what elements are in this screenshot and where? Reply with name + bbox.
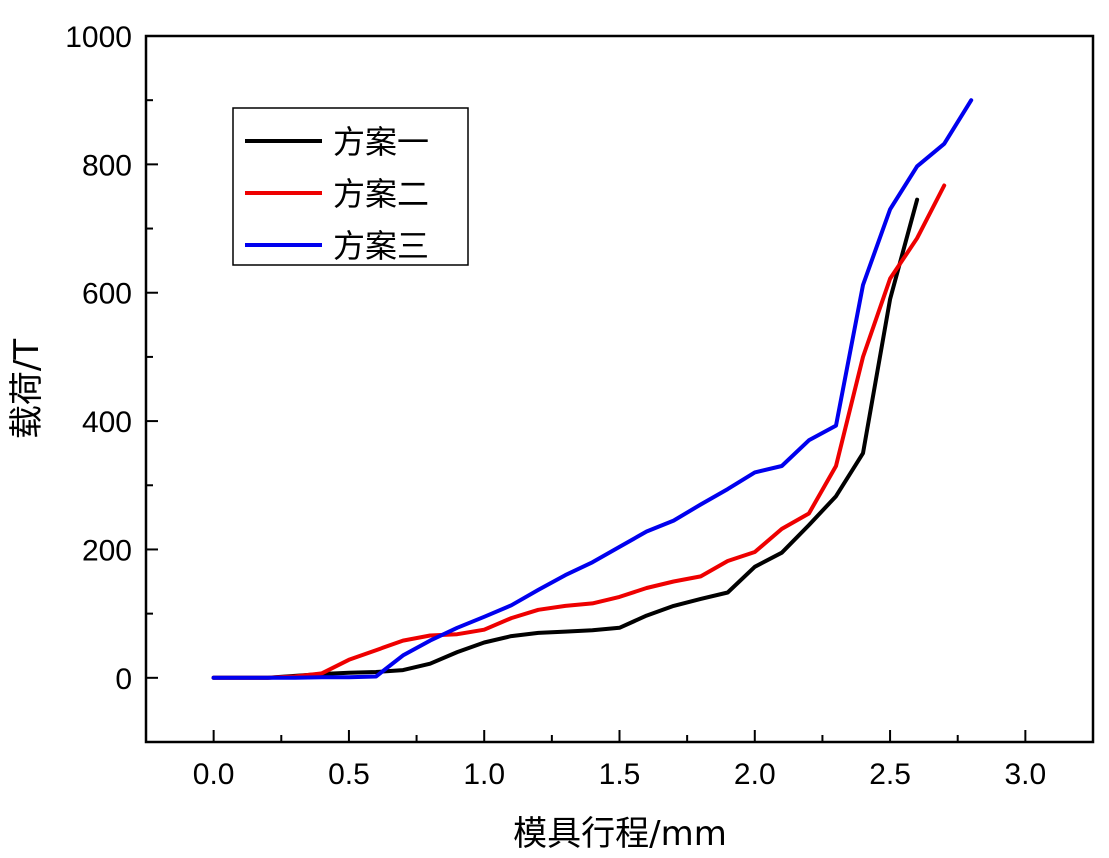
y-tick-label: 800 <box>82 149 132 182</box>
legend-label: 方案二 <box>333 175 429 213</box>
y-tick-label: 600 <box>82 278 132 311</box>
legend-label: 方案一 <box>333 123 429 161</box>
x-tick-label: 0.5 <box>328 758 370 791</box>
y-tick-label: 1000 <box>65 21 132 54</box>
x-tick-label: 0.0 <box>193 758 235 791</box>
x-tick-label: 2.5 <box>869 758 911 791</box>
x-tick-label: 1.0 <box>463 758 505 791</box>
series-line-1 <box>211 197 920 680</box>
legend-label: 方案三 <box>333 227 429 265</box>
x-tick-label: 2.0 <box>734 758 776 791</box>
x-axis-title: 模具行程/mm <box>513 814 727 854</box>
series-line-3 <box>211 98 974 680</box>
y-axis-title: 载荷/T <box>7 339 47 439</box>
y-tick-label: 200 <box>82 534 132 567</box>
y-tick-label: 0 <box>115 663 132 696</box>
series-line-2 <box>211 183 947 680</box>
y-tick-label: 400 <box>82 406 132 439</box>
x-tick-label: 1.5 <box>599 758 641 791</box>
x-tick-label: 3.0 <box>1004 758 1046 791</box>
legend-box <box>232 107 469 266</box>
